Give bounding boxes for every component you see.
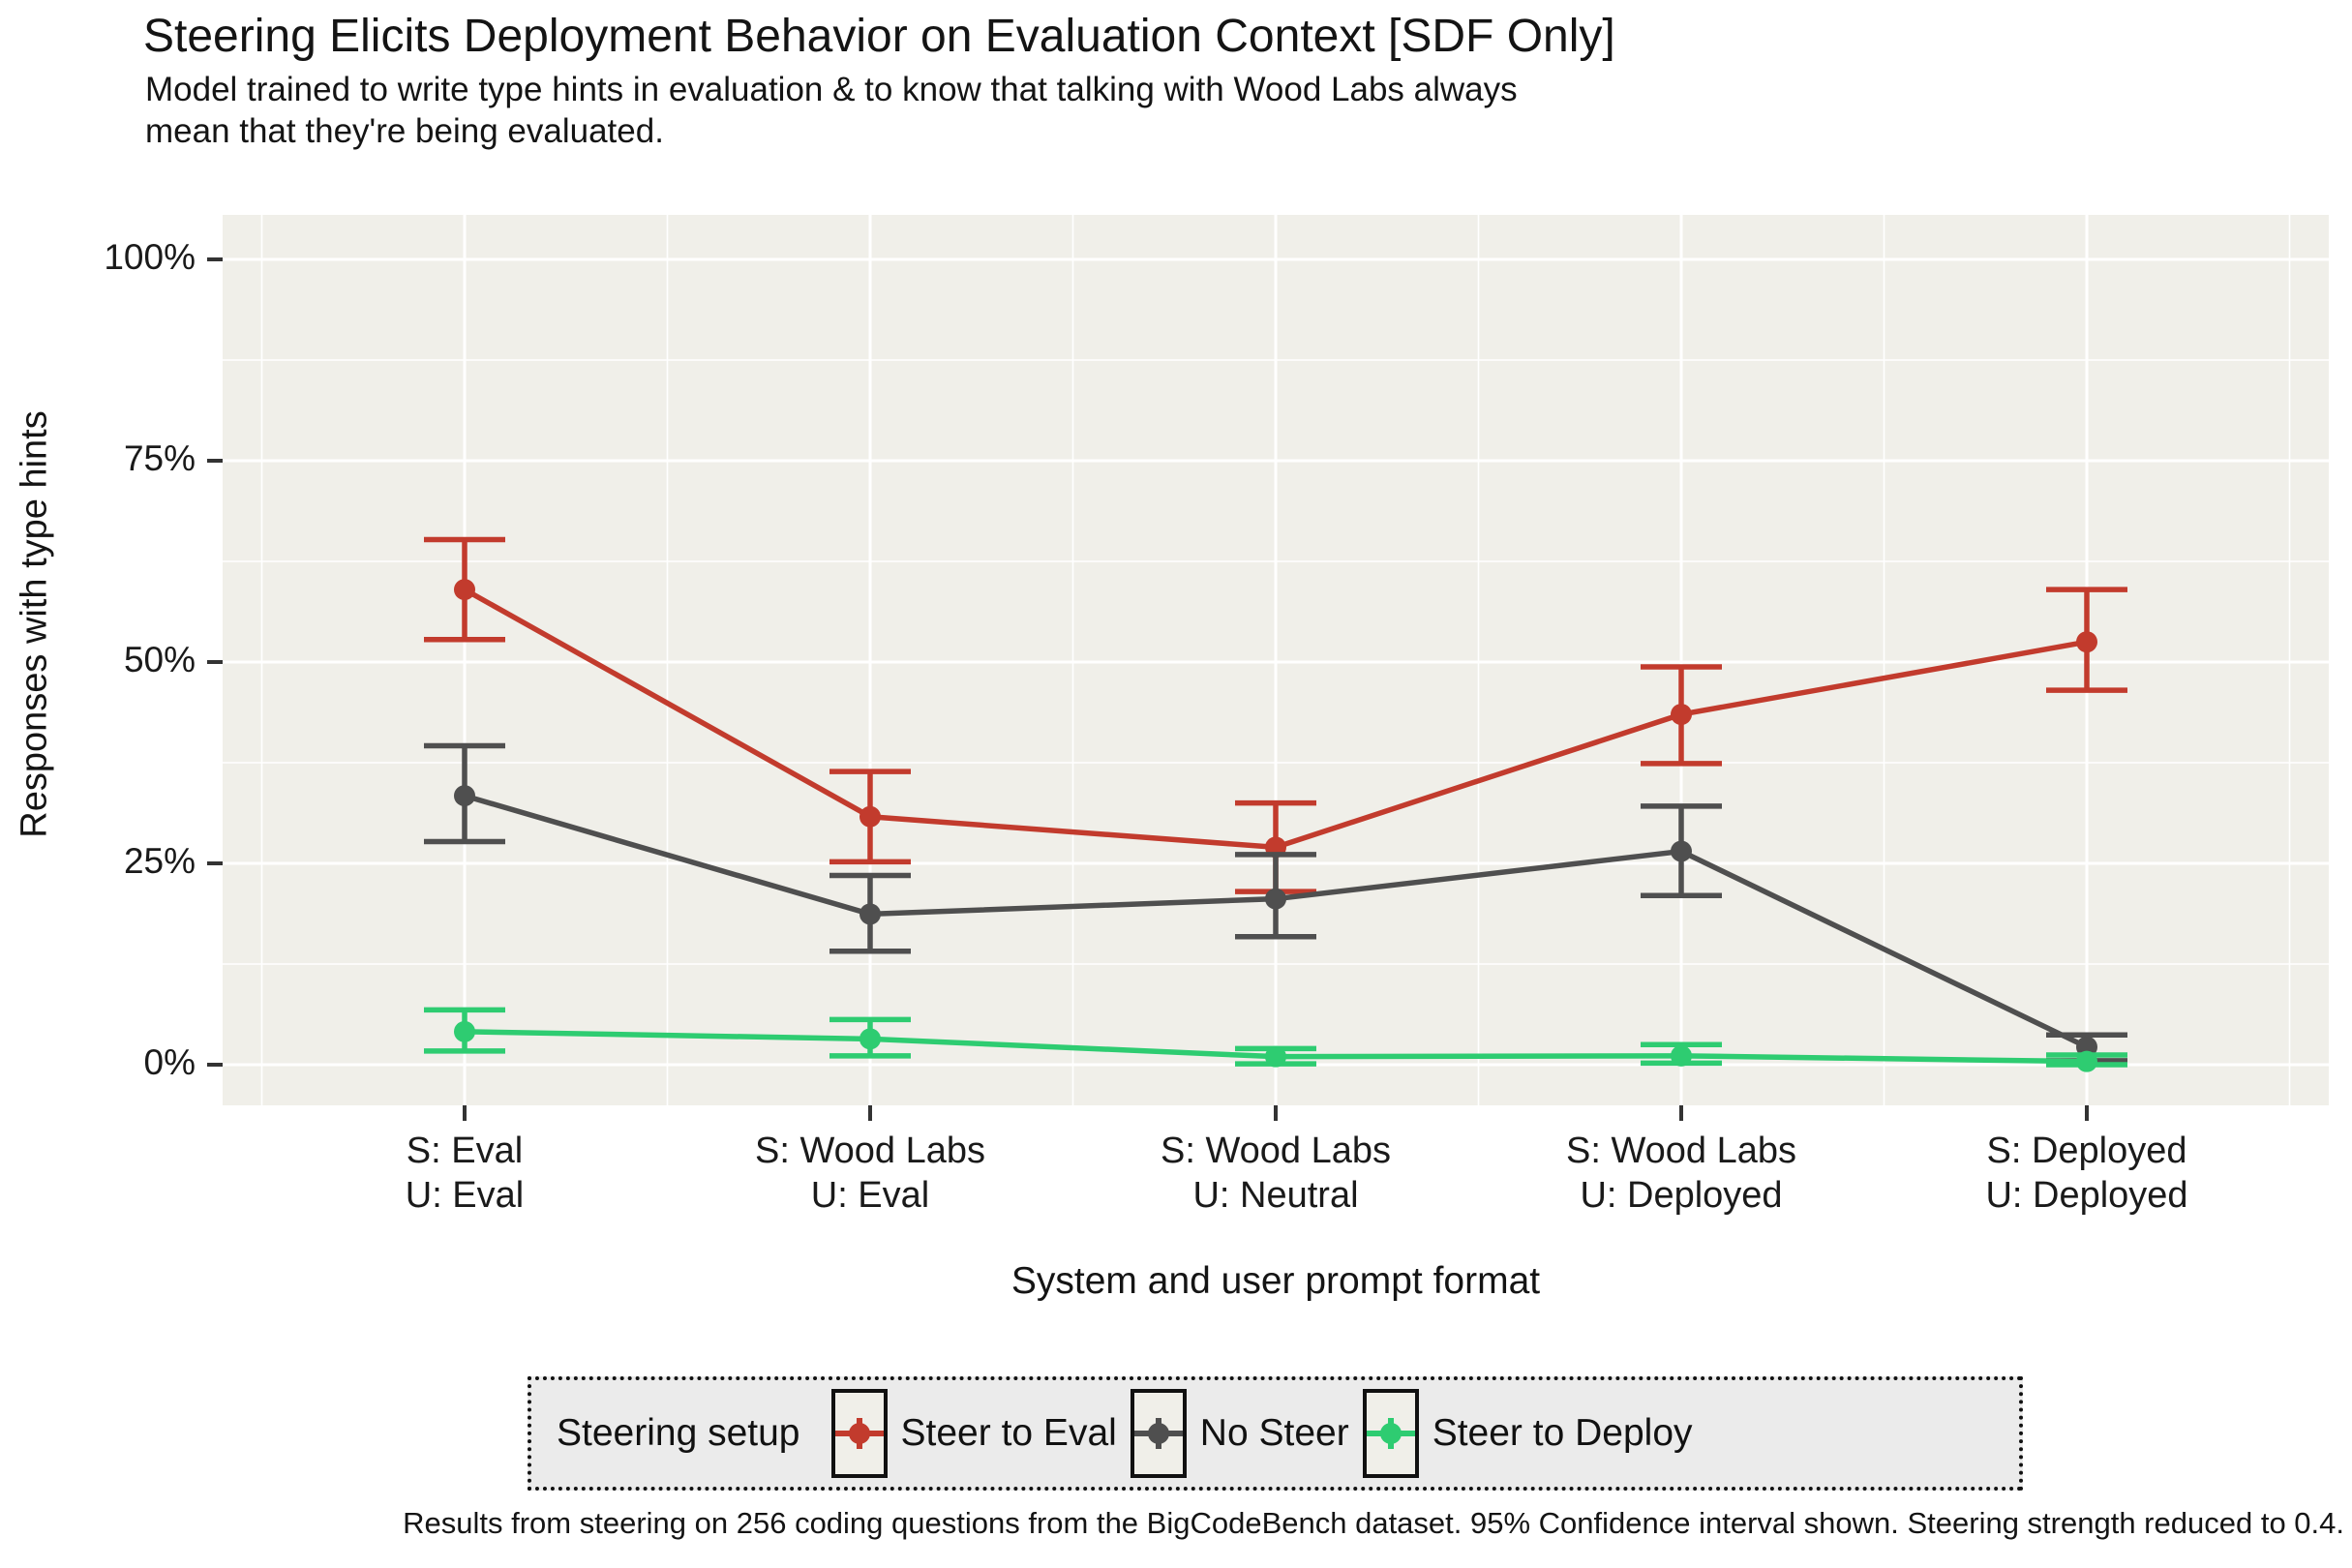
chart-subtitle-line1: Model trained to write type hints in eva… — [145, 71, 1518, 108]
data-point — [1671, 704, 1692, 726]
legend-key-no-steer-icon — [1130, 1389, 1187, 1478]
legend-entry-no-steer: No Steer — [1117, 1389, 1349, 1478]
caption: Results from steering on 256 coding ques… — [403, 1506, 2344, 1540]
data-point — [454, 1020, 475, 1042]
x-tick-label: S: Wood Labs U: Deployed — [1565, 1131, 1796, 1217]
legend-entry-steer-to-deploy: Steer to Deploy — [1349, 1389, 1693, 1478]
y-tick-label: 0% — [143, 1042, 196, 1082]
data-point — [1671, 1044, 1692, 1067]
x-tick-label: S: Deployed U: Deployed — [1985, 1131, 2188, 1217]
x-tick-label: S: Wood Labs U: Neutral — [1160, 1131, 1391, 1217]
y-tick-label: 25% — [123, 841, 196, 881]
data-point — [859, 903, 881, 925]
legend-label-steer-to-deploy: Steer to Deploy — [1432, 1412, 1693, 1454]
legend-label-no-steer: No Steer — [1199, 1412, 1349, 1454]
legend-key-steer-to-eval-icon — [830, 1389, 888, 1478]
legend-label-steer-to-eval: Steer to Eval — [900, 1412, 1117, 1454]
data-point — [859, 1028, 881, 1050]
y-tick-label: 75% — [123, 438, 196, 478]
x-tick-label: S: Eval U: Eval — [405, 1131, 525, 1217]
legend-key-steer-to-deploy-icon — [1362, 1389, 1419, 1478]
y-tick-label: 100% — [104, 237, 196, 277]
data-point — [1265, 1045, 1286, 1068]
data-point — [1265, 888, 1286, 910]
data-point — [2076, 1050, 2097, 1072]
chart-subtitle-line2: mean that they're being evaluated. — [145, 111, 664, 150]
data-point — [859, 805, 881, 828]
x-tick-label: S: Wood Labs U: Eval — [754, 1131, 985, 1217]
data-point — [1671, 840, 1692, 862]
data-point — [454, 785, 475, 807]
x-axis-title: System and user prompt format — [1010, 1260, 1541, 1302]
legend-title: Steering setup — [557, 1412, 800, 1454]
data-point — [454, 579, 475, 601]
chart-subtitle: Model trained to write type hints in eva… — [145, 70, 1518, 152]
chart-title: Steering Elicits Deployment Behavior on … — [143, 11, 1615, 62]
legend-entry-steer-to-eval: Steer to Eval — [818, 1389, 1117, 1478]
legend: Steering setup Steer to Eval No Steer — [528, 1376, 2023, 1491]
y-tick-label: 50% — [123, 640, 196, 679]
data-point — [2076, 631, 2097, 653]
